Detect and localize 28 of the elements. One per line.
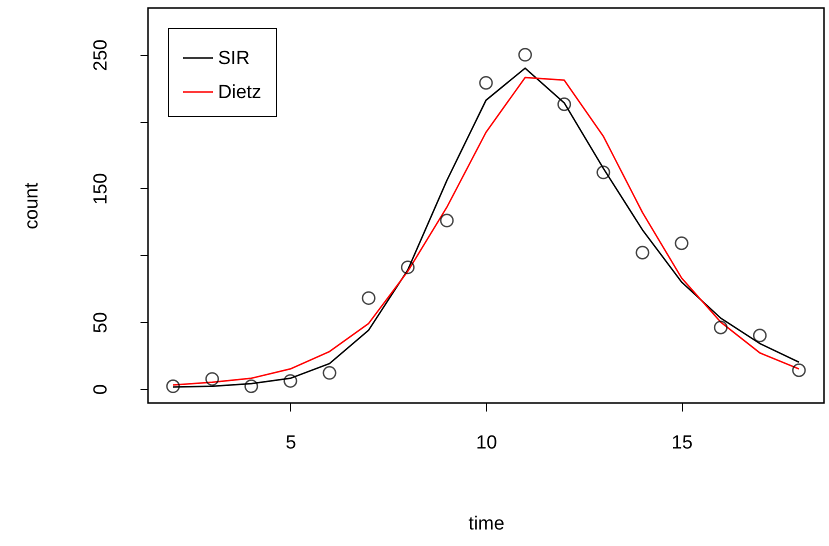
y-tick-label: 50 — [90, 312, 112, 334]
y-axis-title: count — [22, 182, 42, 230]
point — [596, 166, 610, 180]
y-tick-label: 0 — [90, 384, 112, 395]
point — [792, 363, 806, 378]
point — [674, 236, 688, 250]
point — [400, 260, 415, 274]
point — [322, 366, 336, 380]
point — [636, 246, 650, 260]
point — [714, 320, 728, 334]
point — [557, 97, 572, 112]
point — [479, 76, 493, 90]
point — [284, 374, 298, 388]
point — [440, 214, 454, 228]
x-tick-label: 10 — [476, 432, 498, 454]
point — [518, 48, 532, 62]
x-axis-title: time — [468, 514, 504, 534]
legend-label: SIR — [218, 48, 250, 69]
legend-label: Dietz — [218, 82, 262, 103]
y-tick-label: 250 — [90, 39, 112, 72]
y-tick-label: 150 — [90, 173, 112, 205]
point — [752, 328, 767, 342]
x-tick-label: 15 — [672, 432, 693, 454]
point — [362, 291, 376, 305]
point — [205, 372, 220, 386]
x-tick-label: 5 — [286, 432, 296, 454]
point — [244, 379, 258, 394]
point — [166, 379, 180, 394]
